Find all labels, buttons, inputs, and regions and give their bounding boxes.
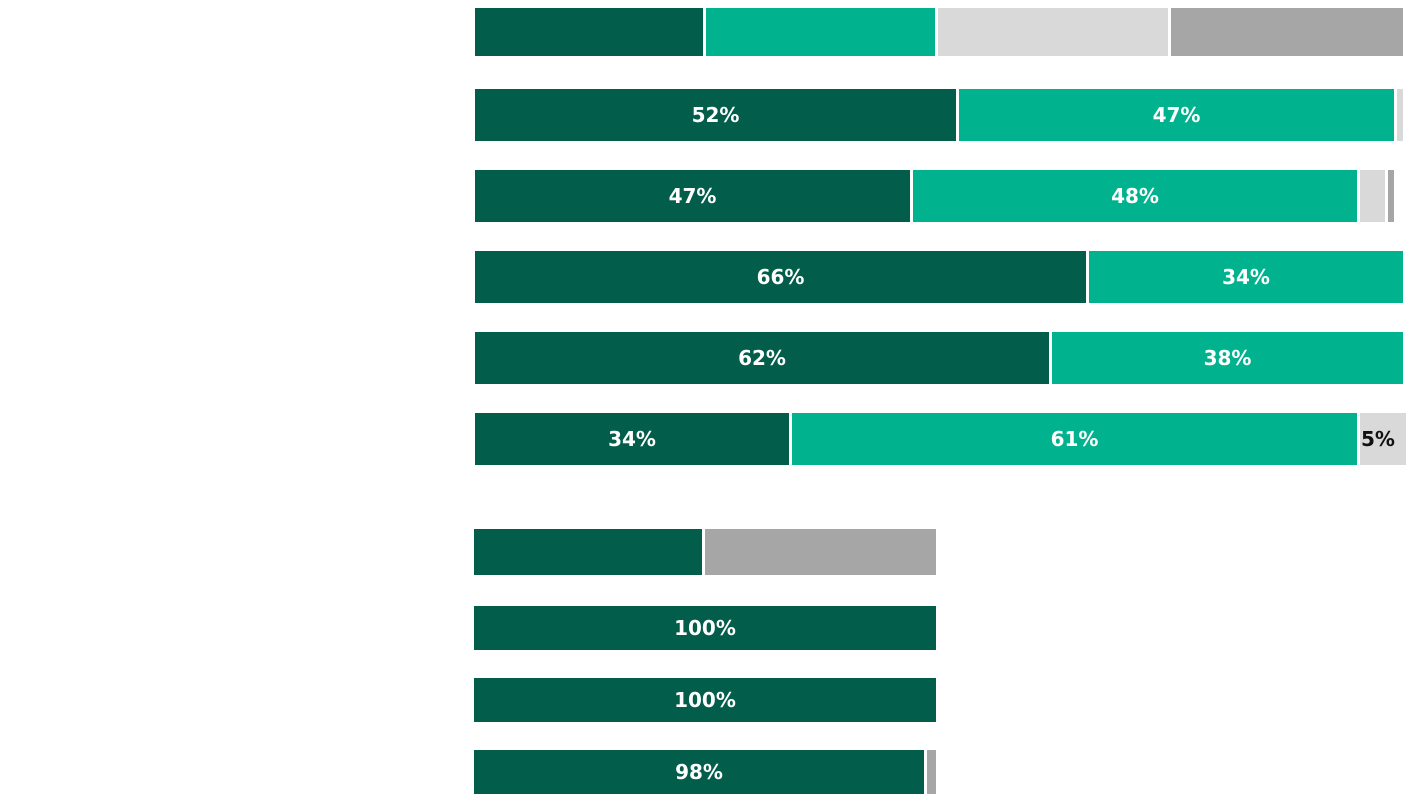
- row-label-i-like-coming-to-this-program: [22, 103, 462, 129]
- row-label-did-after-school-program-staff-help-you: [20, 690, 440, 716]
- bar-strongly-agree-row-5: 34%: [475, 413, 789, 465]
- bar-strongly-agree-row-3: 66%: [475, 251, 1086, 303]
- row-label-students-in-this-program-are-nice-to-eac: [22, 427, 462, 453]
- bar-agree-row-3: 34%: [1089, 251, 1403, 303]
- bar-agree-row-4: 38%: [1052, 332, 1403, 384]
- bar-disagree-row-2: [1360, 170, 1385, 222]
- bar-strongly-disagree-row-2: [1388, 170, 1394, 222]
- bar-yes-row-1: 100%: [474, 606, 936, 650]
- bar-strongly-agree-row-2: 47%: [475, 170, 910, 222]
- row-label-if-you-can-do-you-want-to-come-back-to-t: [20, 753, 440, 805]
- row-label-i-tell-my-friends-to-come-to-this-progra: [22, 184, 462, 210]
- legend-strongly-disagree: [1171, 8, 1403, 56]
- bar-agree-row-1: 47%: [959, 89, 1394, 141]
- bar-no-row-3: [927, 750, 936, 794]
- legend-no: [705, 529, 936, 575]
- row-label-i-feel-safe-at-this-program: [22, 346, 462, 372]
- bar-disagree-row-1: [1397, 89, 1403, 141]
- legend-yes: [474, 529, 702, 575]
- bar-disagree-row-5: 5%: [1360, 413, 1406, 465]
- bar-strongly-agree-row-4: 62%: [475, 332, 1049, 384]
- bar-yes-row-3: 98%: [474, 750, 924, 794]
- bar-agree-row-2: 48%: [913, 170, 1357, 222]
- legend-agree: [706, 8, 935, 56]
- legend-disagree: [938, 8, 1168, 56]
- row-label-staff-at-this-program-care-about-me-as-a: [22, 265, 462, 291]
- bar-strongly-agree-row-1: 52%: [475, 89, 956, 141]
- bar-yes-row-2: 100%: [474, 678, 936, 722]
- bar-agree-row-5: 61%: [792, 413, 1357, 465]
- row-label-did-after-school-program-staff-treat-you: [20, 619, 440, 645]
- legend-strongly-agree: [475, 8, 703, 56]
